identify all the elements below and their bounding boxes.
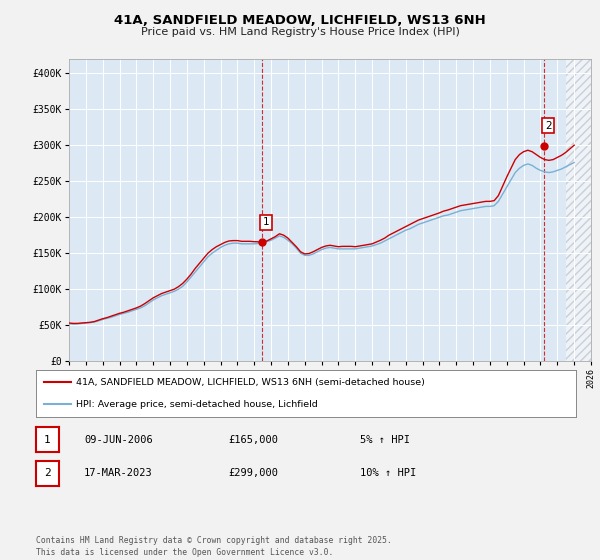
Text: 1: 1 <box>263 217 269 227</box>
Text: 41A, SANDFIELD MEADOW, LICHFIELD, WS13 6NH: 41A, SANDFIELD MEADOW, LICHFIELD, WS13 6… <box>114 14 486 27</box>
Text: Contains HM Land Registry data © Crown copyright and database right 2025.
This d: Contains HM Land Registry data © Crown c… <box>36 536 392 557</box>
Text: 1: 1 <box>44 435 51 445</box>
Text: 17-MAR-2023: 17-MAR-2023 <box>84 468 153 478</box>
Text: Price paid vs. HM Land Registry's House Price Index (HPI): Price paid vs. HM Land Registry's House … <box>140 27 460 37</box>
Text: £165,000: £165,000 <box>228 435 278 445</box>
Text: 5% ↑ HPI: 5% ↑ HPI <box>360 435 410 445</box>
Text: 10% ↑ HPI: 10% ↑ HPI <box>360 468 416 478</box>
Text: 2: 2 <box>44 468 51 478</box>
Text: £299,000: £299,000 <box>228 468 278 478</box>
Text: 41A, SANDFIELD MEADOW, LICHFIELD, WS13 6NH (semi-detached house): 41A, SANDFIELD MEADOW, LICHFIELD, WS13 6… <box>77 378 425 387</box>
Text: HPI: Average price, semi-detached house, Lichfield: HPI: Average price, semi-detached house,… <box>77 400 318 409</box>
Text: 09-JUN-2006: 09-JUN-2006 <box>84 435 153 445</box>
Text: 2: 2 <box>545 121 551 131</box>
